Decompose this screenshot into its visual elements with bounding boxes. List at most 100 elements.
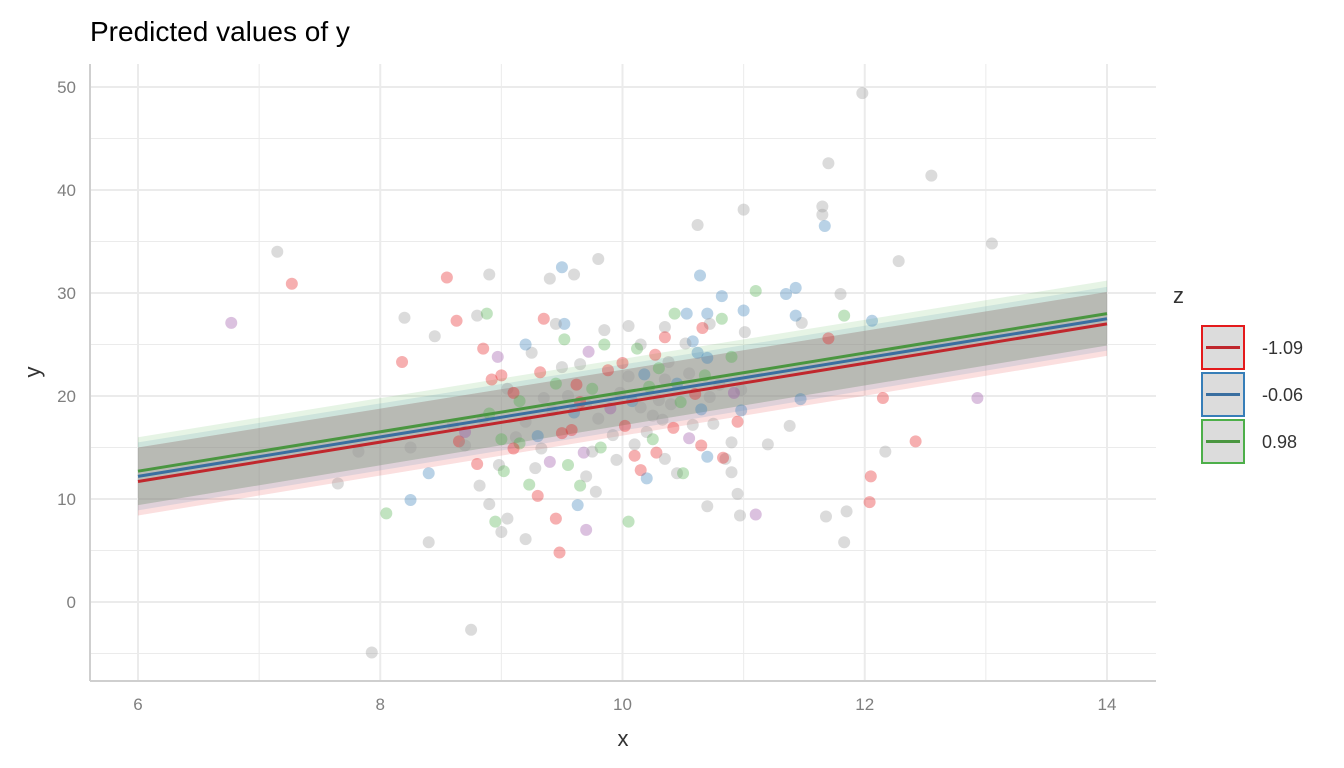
data-point [731, 487, 744, 500]
x-axis-label: x [618, 726, 629, 751]
data-point [667, 421, 680, 434]
data-point [725, 466, 738, 479]
data-point [840, 505, 853, 518]
data-point [658, 452, 671, 465]
data-point [715, 312, 728, 325]
ticks: 6 8 10 12 14 0 10 20 30 40 50 [57, 78, 1116, 714]
data-point [574, 358, 587, 371]
data-point [580, 470, 593, 483]
data-point [638, 368, 651, 381]
data-point [634, 401, 647, 414]
data-point [459, 439, 472, 452]
data-point [428, 330, 441, 343]
data-point [876, 392, 889, 405]
data-point [640, 472, 653, 485]
data-point [822, 157, 835, 170]
data-point [497, 465, 510, 478]
data-point [404, 494, 417, 507]
data-point [701, 450, 714, 463]
data-point [686, 335, 699, 348]
data-point [558, 317, 571, 330]
data-point [649, 348, 662, 361]
data-point [925, 169, 938, 182]
data-point [634, 338, 647, 351]
data-point [816, 200, 829, 213]
data-point [691, 219, 704, 232]
data-point [733, 509, 746, 522]
y-axis-label: y [20, 367, 45, 378]
data-point [519, 338, 532, 351]
data-point [534, 366, 547, 379]
data-point [879, 445, 892, 458]
data-point [507, 386, 520, 399]
data-point [749, 508, 762, 521]
data-point [731, 415, 744, 428]
data-point [531, 489, 544, 502]
data-point [701, 307, 714, 320]
data-point [601, 364, 614, 377]
data-point [489, 515, 502, 528]
data-point [628, 438, 641, 451]
points [225, 87, 998, 659]
data-point [549, 377, 562, 390]
data-point [866, 314, 879, 327]
data-point [838, 536, 851, 549]
data-point [819, 510, 832, 523]
data-point [646, 409, 659, 422]
data-point [701, 351, 714, 364]
data-point [452, 435, 465, 448]
data-point [404, 441, 417, 454]
data-point [565, 423, 578, 436]
data-point [543, 272, 556, 285]
data-point [652, 362, 665, 375]
data-point [671, 467, 684, 480]
y-tick-label: 0 [67, 593, 76, 612]
data-point [656, 413, 669, 426]
data-point [737, 304, 750, 317]
data-point [507, 442, 520, 455]
data-point [650, 446, 663, 459]
data-point [816, 208, 829, 221]
x-tick-label: 8 [376, 695, 385, 714]
data-point [561, 459, 574, 472]
data-point [695, 439, 708, 452]
data-point [501, 382, 514, 395]
data-point [571, 499, 584, 512]
data-point [352, 445, 365, 458]
data-point [658, 320, 671, 333]
data-point [674, 396, 687, 409]
data-point [509, 431, 522, 444]
data-point [561, 390, 574, 402]
data-point [485, 373, 498, 386]
data-point [909, 435, 922, 448]
data-point [695, 403, 708, 416]
data-point [558, 333, 571, 346]
data-point [789, 281, 802, 294]
data-point [523, 478, 536, 491]
data-point [535, 442, 548, 455]
data-point [686, 418, 699, 431]
data-point [555, 427, 568, 440]
data-point [727, 386, 740, 399]
data-point [838, 309, 851, 322]
data-point [622, 515, 635, 528]
data-point [834, 288, 847, 301]
data-point [422, 467, 435, 480]
data-point [691, 346, 704, 359]
data-point [543, 455, 556, 468]
x-tick-label: 10 [613, 695, 632, 714]
legend-title: z [1173, 283, 1184, 308]
data-point [492, 459, 505, 472]
data-point [735, 383, 748, 396]
data-point [863, 496, 876, 509]
data-point [679, 337, 692, 350]
data-point [783, 419, 796, 432]
data-point [586, 382, 599, 395]
data-point [628, 449, 641, 462]
data-point [725, 350, 738, 363]
data-point [582, 345, 595, 358]
data-point [271, 245, 284, 258]
data-point [537, 312, 550, 325]
data-point [719, 452, 732, 465]
